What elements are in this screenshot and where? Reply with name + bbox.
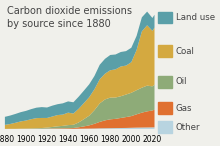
Text: Coal: Coal [176, 47, 195, 56]
Text: Other: Other [176, 122, 200, 132]
Text: Oil: Oil [176, 77, 187, 86]
Text: Land use: Land use [176, 13, 215, 22]
Text: Gas: Gas [176, 104, 192, 113]
Text: Carbon dioxide emissions
by source since 1880: Carbon dioxide emissions by source since… [7, 6, 132, 29]
